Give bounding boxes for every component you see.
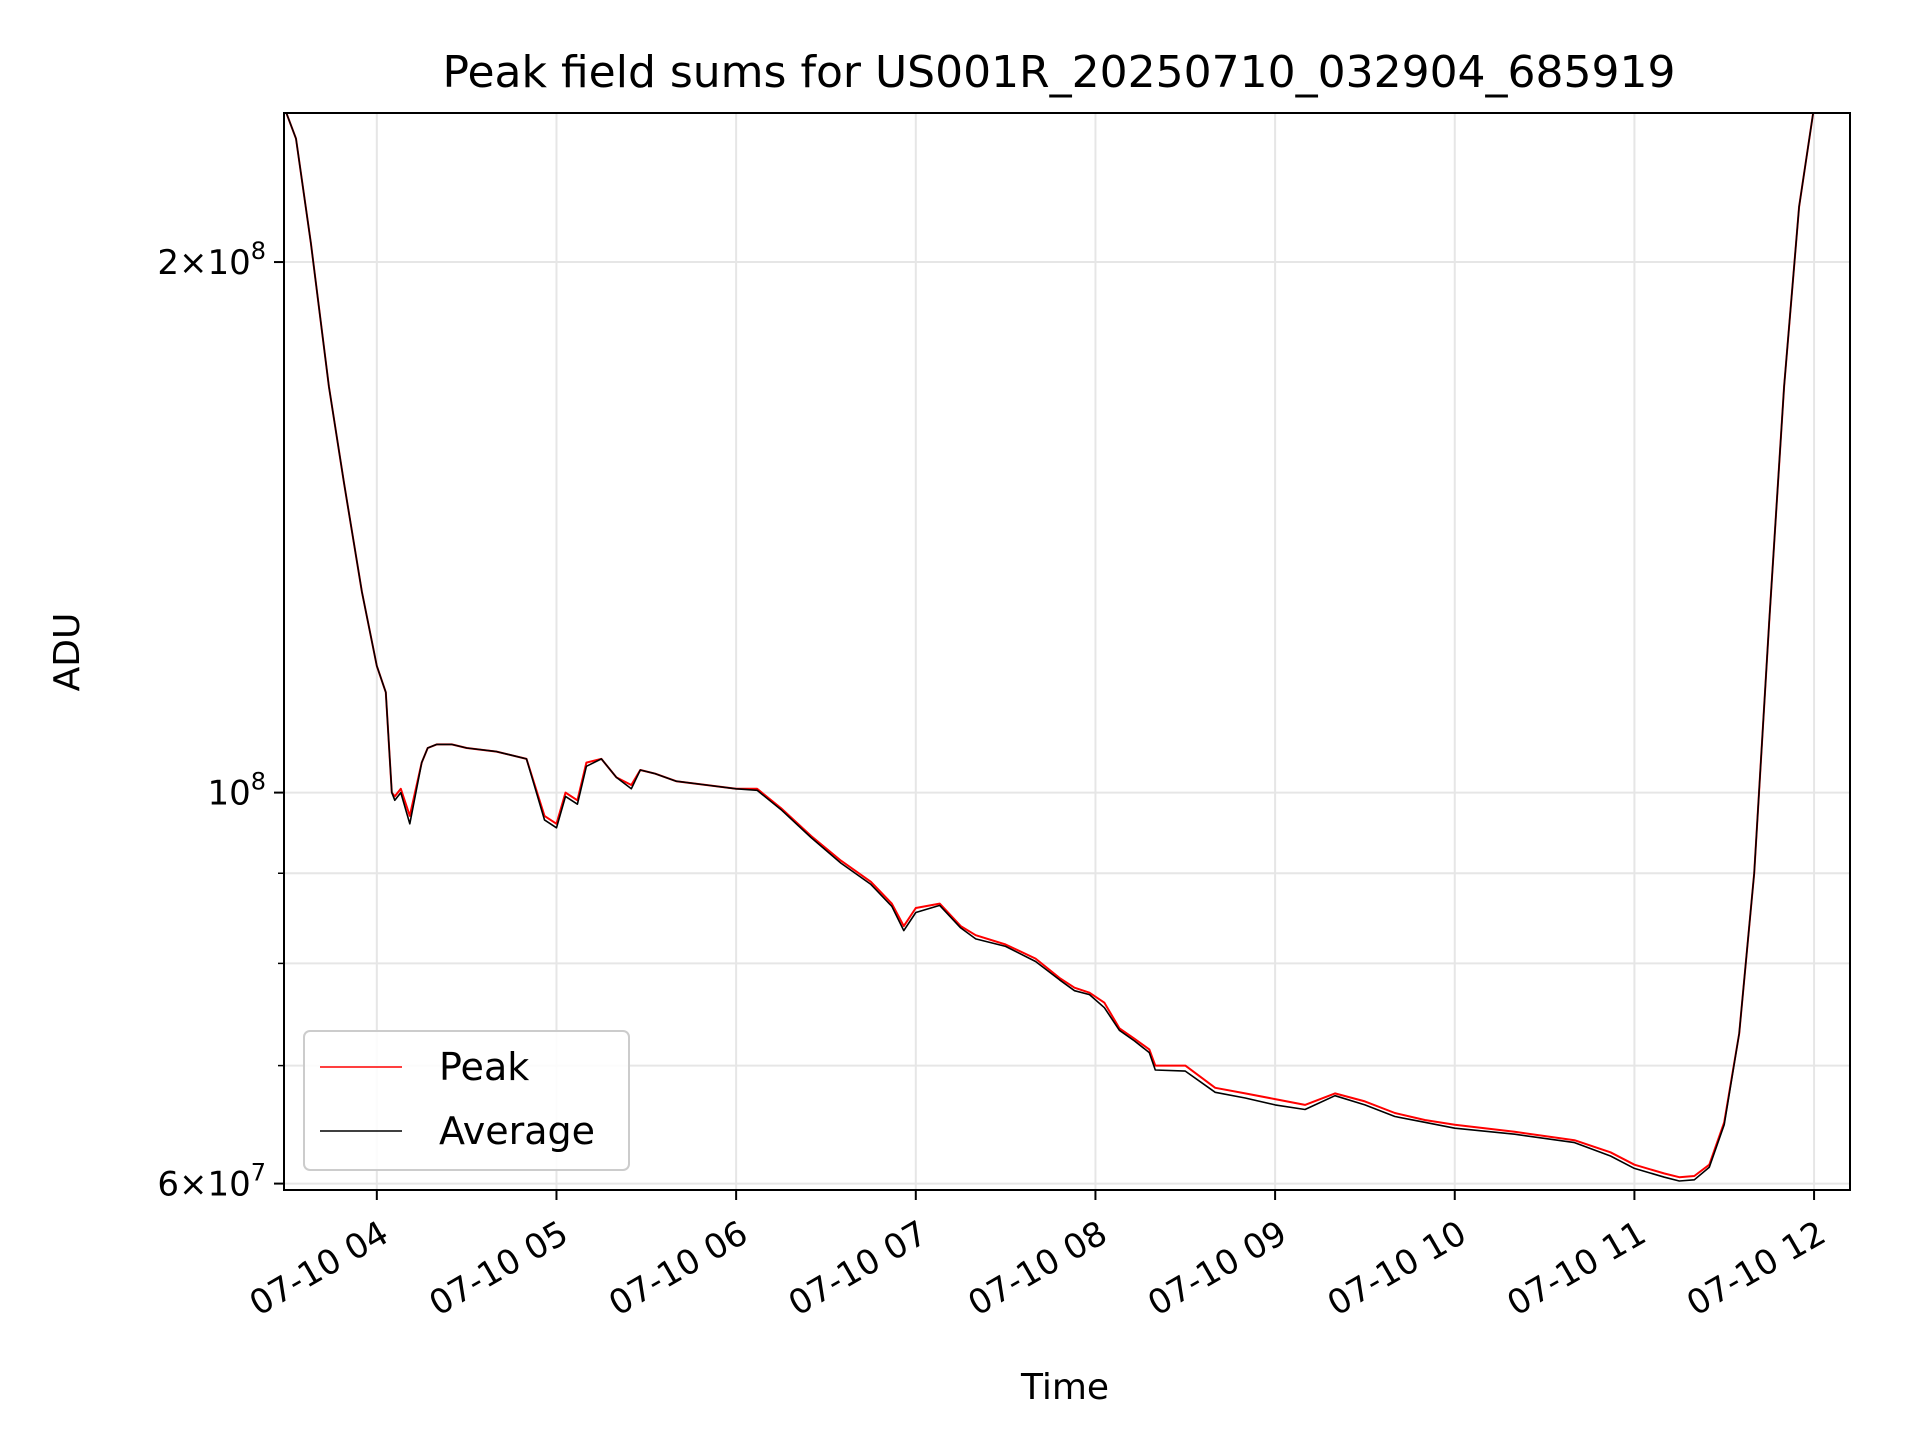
y-axis: 2×108 108 6×107 (157, 237, 284, 1205)
chart-title: Peak field sums for US001R_20250710_0329… (442, 47, 1675, 98)
grid (284, 113, 1850, 1190)
plot-frame (283, 112, 1851, 1191)
y-tick-label: 108 (207, 768, 266, 814)
legend-label-peak: Peak (439, 1045, 529, 1089)
y-tick-label: 2×108 (157, 237, 266, 283)
series-layer (285, 113, 1815, 1182)
y-axis-label: ADU (47, 613, 88, 692)
legend-box (303, 1030, 630, 1171)
legend-label-average: Average (439, 1109, 595, 1153)
legend: Peak Average (303, 1030, 630, 1171)
series-line-average (285, 113, 1814, 1182)
x-axis-label: Time (1020, 1367, 1109, 1408)
y-tick-label: 6×107 (157, 1159, 266, 1205)
